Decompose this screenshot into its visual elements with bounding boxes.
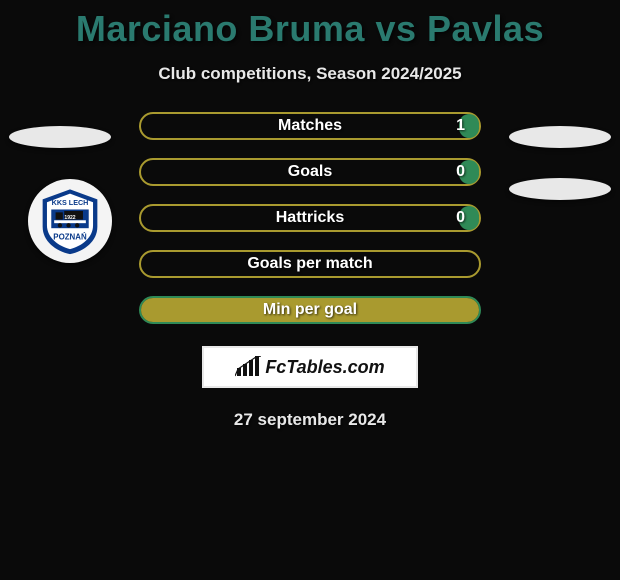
badge-top-text: KKS LECH [52,198,89,207]
stat-label-wrap: Goals per match [247,255,372,273]
generated-date: 27 september 2024 [0,410,620,430]
brand-box: FcTables.com [202,346,418,388]
player1-flag-ellipse [9,126,111,148]
player1-club-badge: KKS LECH 1922 POZNAŃ [28,179,112,263]
stat-label-wrap: Goals [288,163,332,181]
stat-label: Goals [288,163,332,180]
comparison-infographic: Marciano Bruma vs Pavlas Club competitio… [0,0,620,430]
stat-value-right: 0 [456,163,465,181]
stat-row: Matches 1 [139,112,481,140]
page-title: Marciano Bruma vs Pavlas [0,8,620,50]
bar-chart-icon [235,356,261,378]
stat-label-wrap: Matches [278,117,342,135]
player2-flag-ellipse [509,126,611,148]
stat-row: Goals 0 [139,158,481,186]
badge-year: 1922 [64,215,75,221]
stat-label-wrap: Hattricks [276,209,344,227]
stat-label-wrap: Min per goal [263,301,357,319]
stat-row: Hattricks 0 [139,204,481,232]
season-subtitle: Club competitions, Season 2024/2025 [0,64,620,84]
player2-club-ellipse [509,178,611,200]
brand-text: FcTables.com [265,357,384,378]
stat-label: Hattricks [276,209,344,226]
stat-value-right: 0 [456,209,465,227]
stat-label: Matches [278,117,342,134]
stat-row: Min per goal [139,296,481,324]
stat-label: Min per goal [263,301,357,318]
badge-bottom-text: POZNAŃ [53,233,87,242]
stat-label: Goals per match [247,255,372,272]
lech-poznan-logo-icon: KKS LECH 1922 POZNAŃ [34,185,106,257]
stat-row: Goals per match [139,250,481,278]
stat-value-right: 1 [456,117,465,135]
